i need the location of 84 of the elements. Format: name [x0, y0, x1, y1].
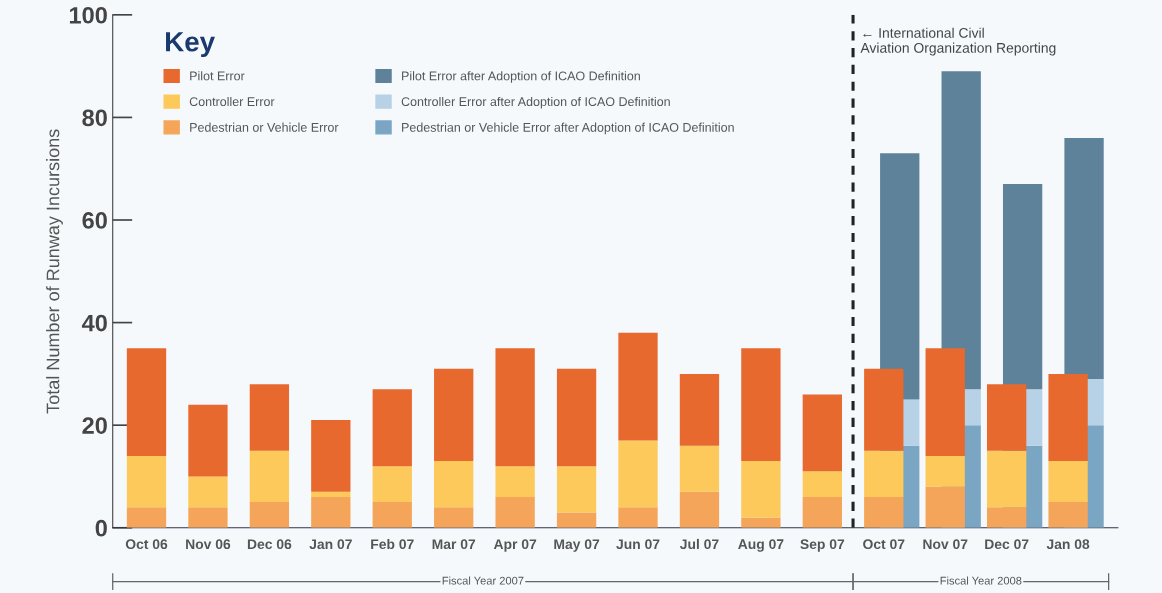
bar [1048, 502, 1088, 528]
bar [986, 507, 1027, 528]
bar [1002, 184, 1043, 390]
legend-label: Pedestrian or Vehicle Error after Adoption of ICAO Definition [402, 122, 734, 135]
x-tick-label: Dec 07 [985, 539, 1029, 550]
bar [880, 153, 920, 400]
x-tick-label: Jun 07 [616, 539, 660, 550]
bar [495, 496, 535, 528]
bar [249, 502, 290, 528]
bar [1048, 373, 1088, 462]
bar [311, 491, 351, 497]
bar [188, 404, 228, 477]
bar [249, 384, 290, 451]
y-tick-label: 100 [69, 6, 107, 24]
bar [864, 450, 904, 497]
bar [679, 491, 720, 528]
bar [802, 471, 842, 497]
bar [618, 507, 658, 528]
bar [434, 461, 474, 508]
x-tick-label: Feb 07 [371, 538, 414, 550]
bar [741, 461, 781, 518]
y-axis-title: Total Number of Runway Incursions [46, 129, 63, 414]
bar [925, 455, 965, 487]
y-tick-label: 60 [82, 212, 107, 229]
bar [126, 348, 167, 456]
x-tick-label: Dec 06 [247, 539, 292, 550]
bar [986, 450, 1027, 508]
bar [495, 348, 535, 467]
x-tick-label: Jan 08 [1046, 539, 1090, 550]
bar [679, 373, 720, 446]
y-tick-label: 20 [82, 417, 107, 434]
bar [372, 389, 412, 467]
bar [618, 332, 658, 441]
bar [495, 466, 535, 497]
bar [372, 502, 412, 528]
bar [126, 507, 167, 528]
bar [925, 348, 965, 456]
legend-label: Pilot Error [190, 71, 245, 81]
y-tick-label: 80 [82, 109, 107, 127]
bar [1048, 461, 1088, 503]
bar [126, 455, 167, 508]
legend-title: Key [166, 32, 215, 58]
text: Fiscal Year 2008 [940, 576, 1022, 585]
bar [802, 496, 842, 528]
bar [188, 476, 228, 508]
x-tick-label: Aug 07 [738, 539, 784, 552]
bar [925, 486, 965, 528]
bar [311, 496, 351, 528]
bar [864, 496, 904, 528]
text: Fiscal Year 2007 [442, 576, 524, 585]
bar [311, 420, 351, 492]
legend-label: Controller Error after Adoption of ICAO Definition [401, 96, 670, 109]
bar [556, 368, 597, 467]
x-tick-label: May 07 [554, 539, 600, 552]
bar [188, 507, 228, 528]
x-tick-label: Mar 07 [432, 539, 476, 550]
bar [434, 368, 474, 462]
x-tick-label: Nov 07 [923, 539, 968, 550]
annotation: ← International Civil Aviation Organization Reporting [860, 27, 1056, 56]
bar [802, 394, 842, 472]
bar [864, 368, 904, 451]
bar [941, 71, 981, 390]
bar [618, 440, 658, 508]
bar [679, 445, 720, 492]
x-tick-label: Apr 07 [493, 539, 537, 552]
y-tick-label: 40 [81, 314, 107, 332]
x-tick-label: Oct 06 [125, 539, 168, 550]
bar [556, 466, 597, 513]
bar [434, 507, 474, 528]
x-tick-label: Jan 07 [309, 539, 352, 550]
bar [249, 450, 290, 503]
bar [741, 348, 781, 462]
bar [1064, 137, 1104, 380]
x-tick-label: Oct 07 [863, 539, 905, 550]
bar [986, 384, 1027, 451]
legend-label: Pedestrian or Vehicle Error [190, 122, 339, 132]
bar [556, 512, 597, 528]
x-tick-label: Nov 06 [186, 539, 231, 550]
x-tick-label: Sep 07 [800, 539, 845, 552]
legend-label: Pilot Error after Adoption of ICAO Definition [402, 71, 640, 83]
x-tick-label: Jul 07 [679, 538, 719, 550]
y-tick-label: 0 [95, 519, 107, 537]
bar [372, 466, 412, 503]
legend-label: Controller Error [189, 96, 275, 107]
